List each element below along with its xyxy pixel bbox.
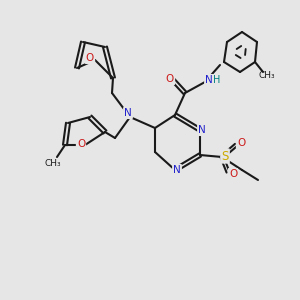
Text: H: H	[213, 75, 221, 85]
Text: O: O	[166, 74, 174, 84]
Text: N: N	[173, 165, 181, 175]
Text: CH₃: CH₃	[45, 158, 61, 167]
Text: S: S	[221, 149, 229, 163]
Text: N: N	[205, 75, 213, 85]
Text: N: N	[124, 108, 132, 118]
Text: N: N	[198, 125, 206, 135]
Text: O: O	[77, 139, 85, 149]
Text: CH₃: CH₃	[259, 71, 275, 80]
Text: O: O	[237, 138, 245, 148]
Text: O: O	[86, 53, 94, 63]
Text: O: O	[229, 169, 237, 179]
